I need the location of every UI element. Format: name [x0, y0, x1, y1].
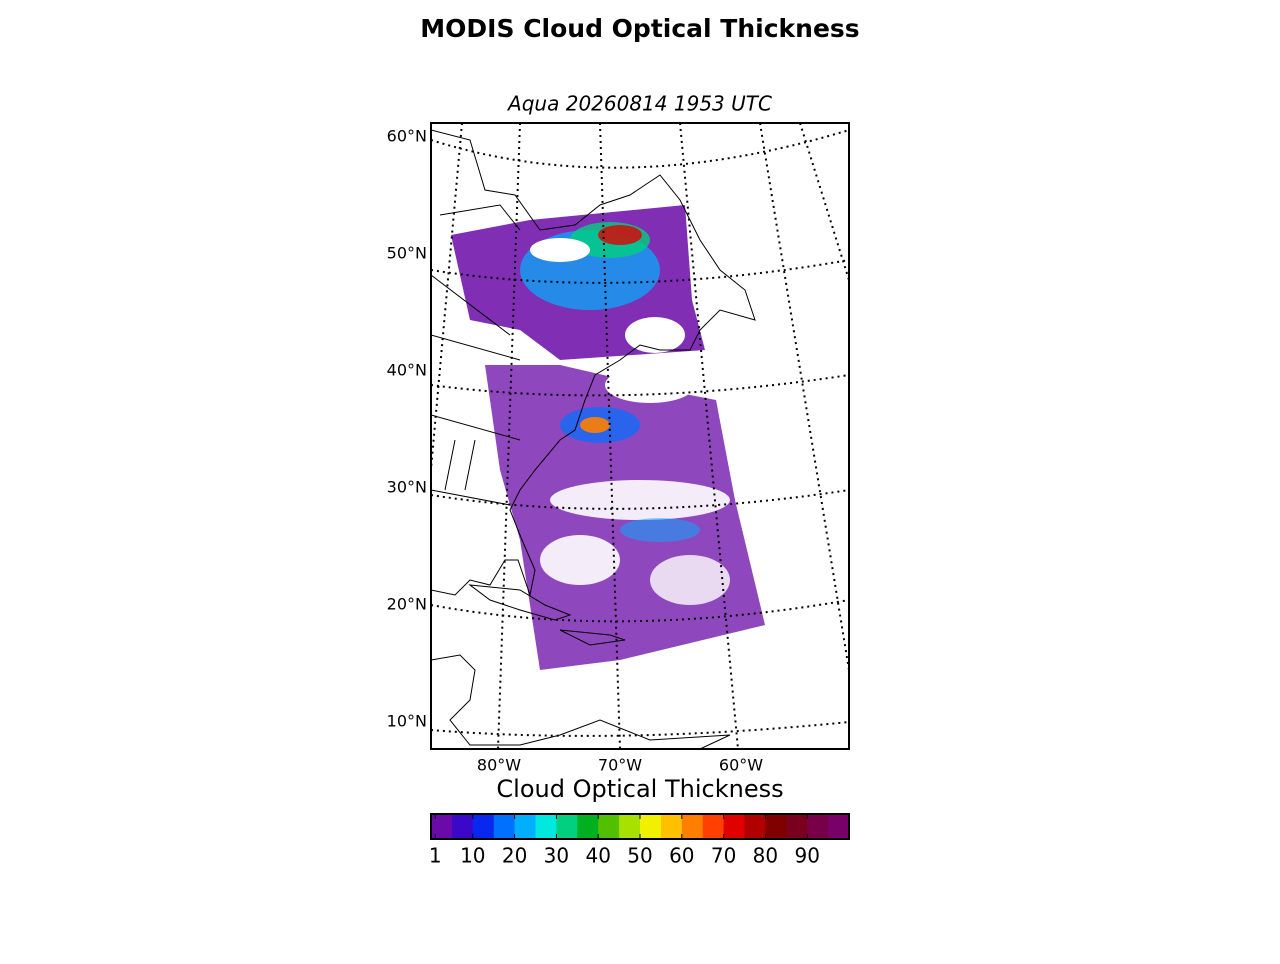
colorbar-segment — [556, 814, 578, 839]
colorbar-tick-label: 20 — [502, 844, 527, 868]
title: MODIS Cloud Optical Thickness — [420, 14, 859, 43]
lon-label: 80°W — [477, 756, 521, 775]
colorbar-segment — [660, 814, 683, 839]
colorbar-segment — [514, 814, 536, 839]
lon-label: 70°W — [598, 756, 642, 775]
colorbar-segment — [640, 814, 662, 839]
colorbar-segment — [577, 814, 599, 839]
colorbar-segment — [451, 814, 474, 839]
colorbar-tick-label: 90 — [794, 844, 819, 868]
lat-label: 40°N — [387, 361, 427, 380]
subtitle: Aqua 20260814 1953 UTC — [506, 92, 772, 116]
lat-label: 60°N — [387, 127, 427, 146]
colorbar-segment — [619, 814, 641, 839]
colorbar-segment — [681, 814, 704, 839]
map-frame — [430, 122, 850, 750]
colorbar-tick-label: 50 — [627, 844, 652, 868]
colorbar-segment — [828, 814, 850, 839]
colorbar-label: Cloud Optical Thickness — [496, 775, 783, 803]
colorbar-segment — [472, 814, 495, 839]
colorbar-tick-label: 30 — [544, 844, 569, 868]
colorbar-segment — [431, 814, 453, 839]
colorbar-tick-label: 60 — [669, 844, 694, 868]
colorbar-segment — [765, 814, 787, 839]
lon-label: 60°W — [719, 756, 763, 775]
colorbar-tick-label: 40 — [585, 844, 610, 868]
colorbar-segment — [744, 814, 766, 839]
lat-label: 30°N — [387, 478, 427, 497]
colorbar-segment — [723, 814, 745, 839]
colorbar-segment — [702, 814, 725, 839]
colorbar-segment — [598, 814, 620, 839]
colorbar-tick-label: 80 — [753, 844, 778, 868]
colorbar-segment — [535, 814, 557, 839]
lat-label: 10°N — [387, 712, 427, 731]
lat-label: 50°N — [387, 244, 427, 263]
map-area — [431, 123, 849, 749]
colorbar-segment — [786, 814, 808, 839]
coastlines — [431, 129, 756, 749]
satellite-swath — [451, 205, 765, 670]
lat-label: 20°N — [387, 595, 427, 614]
colorbar-tick-label: 10 — [460, 844, 485, 868]
colorbar-tick-label: 1 — [429, 844, 442, 868]
colorbar-tick-label: 70 — [711, 844, 736, 868]
graticule — [431, 123, 849, 749]
colorbar-segment — [807, 814, 829, 839]
colorbar-segment — [493, 814, 516, 839]
